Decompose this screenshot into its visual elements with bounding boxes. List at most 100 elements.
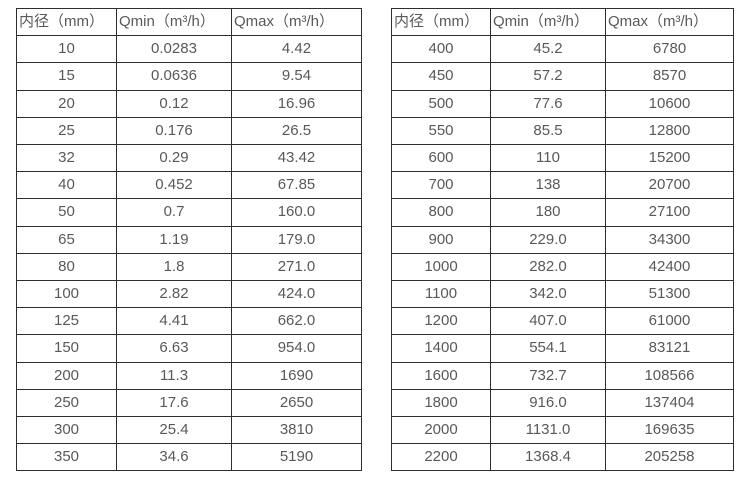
table-row: 550 85.5 12800 xyxy=(391,116,734,146)
table-row: 450 57.2 8570 xyxy=(391,62,734,91)
table-row: 700 138 20700 xyxy=(391,171,734,200)
table-cell: 15200 xyxy=(605,144,734,173)
table-cell: 450 xyxy=(391,62,491,91)
table-cell: 65 xyxy=(16,225,117,254)
table-cell: 25 xyxy=(16,116,117,146)
table-cell: 205258 xyxy=(605,443,734,472)
table-row: 25 0.176 26.5 xyxy=(16,116,362,146)
table-cell: 85.5 xyxy=(490,116,606,146)
table-cell: 1600 xyxy=(391,361,491,390)
column-header: 内径（mm） xyxy=(391,7,491,37)
table-cell: 4.41 xyxy=(116,307,232,336)
table-row: 1600 732.7 108566 xyxy=(391,361,734,390)
table-cell: 662.0 xyxy=(231,307,362,336)
table-cell: 1800 xyxy=(391,388,491,418)
table-cell: 300 xyxy=(16,416,117,445)
table-cell: 1.19 xyxy=(116,225,232,254)
table-cell: 1.8 xyxy=(116,252,232,282)
table-cell: 137404 xyxy=(605,388,734,418)
table-cell: 5190 xyxy=(231,443,362,472)
table-cell: 80 xyxy=(16,252,117,282)
table-cell: 43.42 xyxy=(231,144,362,173)
table-cell: 67.85 xyxy=(231,171,362,200)
table-cell: 34.6 xyxy=(116,443,232,472)
table-row: 500 77.6 10600 xyxy=(391,89,734,118)
table-cell: 20700 xyxy=(605,171,734,200)
flow-table-large-diameters: 内径（mm） Qmin（m³/h） Qmax（m³/h） 400 45.2 6780 45… xyxy=(391,7,734,472)
table-cell: 169635 xyxy=(605,416,734,445)
table-cell: 0.452 xyxy=(116,171,232,200)
table-cell: 40 xyxy=(16,171,117,200)
table-cell: 2650 xyxy=(231,388,362,418)
table-cell: 1131.0 xyxy=(490,416,606,445)
table-cell: 500 xyxy=(391,89,491,118)
table-row: 250 17.6 2650 xyxy=(16,388,362,418)
table-cell: 179.0 xyxy=(231,225,362,254)
table-cell: 45.2 xyxy=(490,35,606,64)
column-header: Qmin（m³/h） xyxy=(116,7,232,37)
table-cell: 250 xyxy=(16,388,117,418)
table-cell: 0.176 xyxy=(116,116,232,146)
table-row: 200 11.3 1690 xyxy=(16,361,362,390)
table-cell: 77.6 xyxy=(490,89,606,118)
flow-table-small-diameters: 内径（mm） Qmin（m³/h） Qmax（m³/h） 10 0.0283 4.42 1… xyxy=(16,7,362,472)
table-cell: 1690 xyxy=(231,361,362,390)
table-cell: 11.3 xyxy=(116,361,232,390)
table-cell: 2200 xyxy=(391,443,491,472)
column-header: Qmax（m³/h） xyxy=(605,7,734,37)
table-cell: 9.54 xyxy=(231,62,362,91)
table-cell: 4.42 xyxy=(231,35,362,64)
table-row: 1200 407.0 61000 xyxy=(391,307,734,336)
table-cell: 400 xyxy=(391,35,491,64)
table-cell: 108566 xyxy=(605,361,734,390)
column-header: 内径（mm） xyxy=(16,7,117,37)
table-row: 1800 916.0 137404 xyxy=(391,388,734,418)
table-row: 2000 1131.0 169635 xyxy=(391,416,734,445)
table-row: 125 4.41 662.0 xyxy=(16,307,362,336)
table-cell: 138 xyxy=(490,171,606,200)
table-row: 350 34.6 5190 xyxy=(16,443,362,472)
table-cell: 1368.4 xyxy=(490,443,606,472)
table-row: 1400 554.1 83121 xyxy=(391,334,734,363)
table-cell: 57.2 xyxy=(490,62,606,91)
table-cell: 1100 xyxy=(391,280,491,309)
table-cell: 271.0 xyxy=(231,252,362,282)
table-cell: 110 xyxy=(490,144,606,173)
table-row: 100 2.82 424.0 xyxy=(16,280,362,309)
table-row: 80 1.8 271.0 xyxy=(16,252,362,282)
table-row: 65 1.19 179.0 xyxy=(16,225,362,254)
column-header: Qmax（m³/h） xyxy=(231,7,362,37)
table-cell: 10 xyxy=(16,35,117,64)
table-cell: 17.6 xyxy=(116,388,232,418)
table-cell: 2000 xyxy=(391,416,491,445)
table-cell: 34300 xyxy=(605,225,734,254)
table-row: 2200 1368.4 205258 xyxy=(391,443,734,472)
table-cell: 342.0 xyxy=(490,280,606,309)
table-cell: 20 xyxy=(16,89,117,118)
table-cell: 900 xyxy=(391,225,491,254)
table-cell: 1400 xyxy=(391,334,491,363)
table-cell: 42400 xyxy=(605,252,734,282)
table-row: 32 0.29 43.42 xyxy=(16,144,362,173)
column-header: Qmin（m³/h） xyxy=(490,7,606,37)
table-cell: 6780 xyxy=(605,35,734,64)
table-cell: 0.7 xyxy=(116,198,232,227)
table-cell: 0.0283 xyxy=(116,35,232,64)
table-cell: 550 xyxy=(391,116,491,146)
table-row: 900 229.0 34300 xyxy=(391,225,734,254)
table-row: 800 180 27100 xyxy=(391,198,734,227)
table-cell: 10600 xyxy=(605,89,734,118)
header-row: 内径（mm） Qmin（m³/h） Qmax（m³/h） xyxy=(391,7,734,37)
table-row: 400 45.2 6780 xyxy=(391,35,734,64)
table-row: 1100 342.0 51300 xyxy=(391,280,734,309)
table-cell: 350 xyxy=(16,443,117,472)
table-cell: 8570 xyxy=(605,62,734,91)
table-cell: 916.0 xyxy=(490,388,606,418)
table-cell: 32 xyxy=(16,144,117,173)
table-cell: 6.63 xyxy=(116,334,232,363)
table-cell: 200 xyxy=(16,361,117,390)
table-cell: 25.4 xyxy=(116,416,232,445)
table-cell: 51300 xyxy=(605,280,734,309)
table-cell: 1200 xyxy=(391,307,491,336)
table-cell: 2.82 xyxy=(116,280,232,309)
